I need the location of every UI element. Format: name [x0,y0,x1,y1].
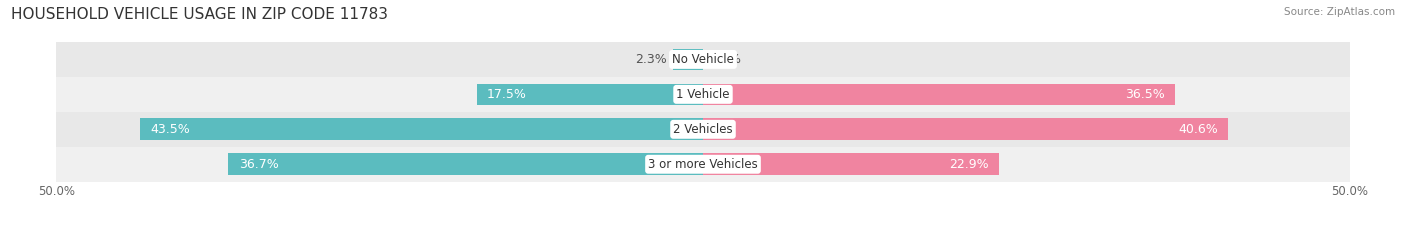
Bar [56,147,1350,182]
Bar [228,154,703,175]
Text: 17.5%: 17.5% [486,88,527,101]
Text: 0.0%: 0.0% [710,53,741,66]
Text: 43.5%: 43.5% [150,123,190,136]
Text: HOUSEHOLD VEHICLE USAGE IN ZIP CODE 11783: HOUSEHOLD VEHICLE USAGE IN ZIP CODE 1178… [11,7,388,22]
Bar [56,77,1350,112]
Bar [141,118,703,140]
Bar [56,42,1350,77]
Bar [703,118,1229,140]
Text: 36.7%: 36.7% [239,158,278,171]
Text: 3 or more Vehicles: 3 or more Vehicles [648,158,758,171]
Text: 36.5%: 36.5% [1125,88,1164,101]
Bar [673,49,703,70]
Bar [703,84,1175,105]
Text: 2.3%: 2.3% [636,53,666,66]
Text: Source: ZipAtlas.com: Source: ZipAtlas.com [1284,7,1395,17]
Text: No Vehicle: No Vehicle [672,53,734,66]
Bar [56,112,1350,147]
Bar [477,84,703,105]
Text: 40.6%: 40.6% [1178,123,1218,136]
Text: 2 Vehicles: 2 Vehicles [673,123,733,136]
Text: 22.9%: 22.9% [949,158,988,171]
Bar [703,154,1000,175]
Text: 1 Vehicle: 1 Vehicle [676,88,730,101]
